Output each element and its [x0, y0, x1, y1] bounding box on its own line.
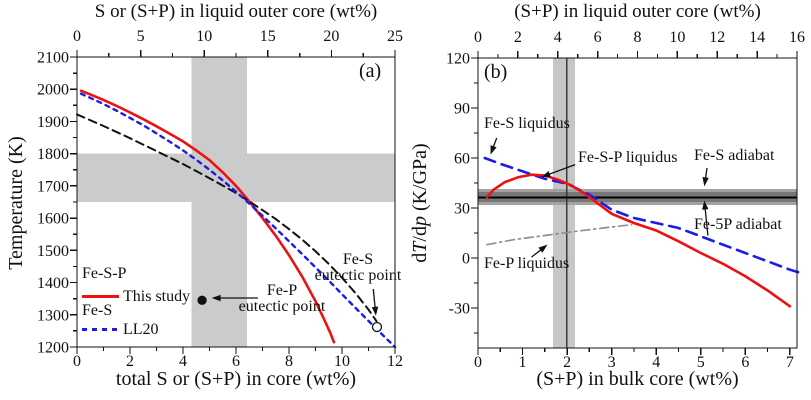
tick-label: 6: [232, 353, 240, 370]
tick-label: 1500: [37, 243, 69, 260]
tick-label: 4: [179, 353, 187, 370]
marker-fe-p-eutectic-point: [197, 295, 207, 305]
annotation-fep-eutectic-line1: Fe-P: [266, 282, 298, 299]
tick-label: -30: [449, 301, 470, 318]
tick-label: 2: [514, 29, 522, 46]
tick-label: 1300: [37, 307, 69, 324]
marker-fe-s-eutectic-point: [371, 321, 383, 333]
annotation-fesp-liquidus: Fe-S-P liquidus: [578, 149, 678, 166]
curve-fe-s-ll20: [79, 92, 397, 349]
tick-label: 30: [454, 201, 470, 218]
tick-label: 5: [137, 28, 145, 45]
annotation-fes-eutectic-line2: eutectic point: [314, 267, 402, 284]
ylabel-T: T: [409, 241, 431, 253]
tick-label: 7: [786, 354, 794, 371]
tick-label: 6: [594, 29, 602, 46]
tick-label: 12: [709, 29, 725, 46]
annotation-fes-eutectic-line1: Fe-S: [342, 251, 374, 268]
tick-label: 90: [454, 101, 470, 118]
legend-swatch-this-study: [82, 295, 119, 298]
curve-fe-s-liquidus: [483, 156, 803, 275]
annotation-fep-liquidus: Fe-P liquidus: [484, 255, 570, 272]
legend-label-fe-s: Fe-S: [82, 302, 113, 319]
tick-label: 4: [652, 354, 660, 371]
tick-label: 0: [474, 29, 482, 46]
annotation-arrow-line-fep-liquidus: [531, 248, 543, 258]
panel-a-bottom-axis-title: total S or (S+P) in core (wt%): [115, 368, 357, 390]
annotation-arrow-head-fes-adiabat: [702, 176, 709, 187]
tick-label: 0: [73, 28, 81, 45]
panel-b-left-axis-title: dT/dp (K/GPa): [409, 118, 431, 288]
legend-label-this-study: This study: [123, 288, 191, 305]
curve-fe-s-p-liquidus-this-study-: [79, 89, 336, 344]
tick-label: 1900: [37, 114, 69, 131]
ylabel-p: p: [409, 216, 431, 227]
tick-label: 0: [462, 251, 470, 268]
curve-fe-p-liquidus: [486, 223, 633, 246]
panel-a-left-axis-title: Temperature (K): [5, 136, 27, 270]
curve-fe-s-model-black-dashed-: [76, 113, 378, 323]
tick-label: 0: [73, 353, 81, 370]
tick-label: 6: [741, 354, 749, 371]
tick-label: 5: [697, 354, 705, 371]
ylabel-d1: d: [409, 252, 431, 263]
tick-label: 1700: [37, 178, 69, 195]
annotation-arrow-line-fes-eutectic: [372, 288, 376, 309]
tick-label: 10: [334, 353, 350, 370]
annotation-fes-liquidus: Fe-S liquidus: [484, 115, 570, 132]
tick-label: 1200: [37, 340, 69, 357]
annotation-arrow-head-fep-liquidus: [538, 244, 548, 253]
annotation-arrow-head-fep-eutectic: [211, 294, 221, 302]
panel-b-letter: (b): [484, 61, 508, 83]
panel-a-top-axis-title: S or (S+P) in liquid outer core (wt%): [94, 1, 378, 22]
tick-label: 8: [285, 353, 293, 370]
annotation-fes-adiabat: Fe-S adiabat: [694, 147, 775, 164]
tick-label: 2100: [37, 50, 69, 67]
panel-a-letter: (a): [359, 60, 382, 82]
legend-label-fe-s-p: Fe-S-P: [82, 265, 127, 282]
curve-fe-s-p-liquidus: [485, 173, 792, 308]
tick-label: 1800: [37, 146, 69, 163]
tick-label: 120: [446, 51, 470, 68]
annotation-arrow-head-fes-eutectic: [371, 306, 379, 316]
annotation-arrow-head-fes-liquidus: [490, 145, 497, 155]
legend-swatch-ll20: [82, 328, 119, 331]
legend-label-ll20: LL20: [123, 321, 159, 338]
annotation-fes-eutectic: Fe-S eutectic point: [308, 252, 408, 284]
tick-label: 2: [563, 354, 571, 371]
tick-label: 25: [387, 28, 403, 45]
tick-label: 1: [519, 354, 527, 371]
annotation-arrow-head-fesp-liquidus: [541, 171, 551, 178]
annotation-fe5p-adiabat: Fe-5P adiabat: [694, 216, 782, 233]
annotation-arrow-line-fe5p-adiabat: [704, 207, 709, 236]
ylabel-units: (K/GPa): [409, 143, 431, 217]
tick-label: 15: [260, 28, 276, 45]
tick-label: 1400: [37, 275, 69, 292]
tick-label: 1600: [37, 211, 69, 228]
tick-label: 14: [749, 29, 765, 46]
highlight-band-a-1: [77, 153, 395, 202]
annotation-fep-eutectic-line2: eutectic point: [238, 298, 326, 315]
tick-label: 12: [387, 353, 403, 370]
annotation-fep-eutectic: Fe-P eutectic point: [229, 283, 335, 315]
tick-label: 10: [196, 28, 212, 45]
annotation-arrow-line-fesp-liquidus: [547, 164, 576, 176]
tick-label: 20: [323, 28, 339, 45]
tick-label: 4: [554, 29, 562, 46]
tick-label: 10: [669, 29, 685, 46]
tick-label: 2000: [37, 82, 69, 99]
tick-label: 3: [608, 354, 616, 371]
panel-b-top-axis-title: (S+P) in liquid outer core (wt%): [514, 1, 761, 22]
tick-label: 2: [126, 353, 134, 370]
tick-label: 8: [634, 29, 642, 46]
tick-label: 16: [789, 29, 805, 46]
annotation-arrow-head-fe5p-adiabat: [702, 200, 709, 210]
tick-label: 60: [454, 151, 470, 168]
tick-label: 0: [474, 354, 482, 371]
panel-b-bottom-axis-title: (S+P) in bulk core (wt%): [536, 368, 739, 390]
ylabel-d2: /d: [409, 226, 431, 242]
